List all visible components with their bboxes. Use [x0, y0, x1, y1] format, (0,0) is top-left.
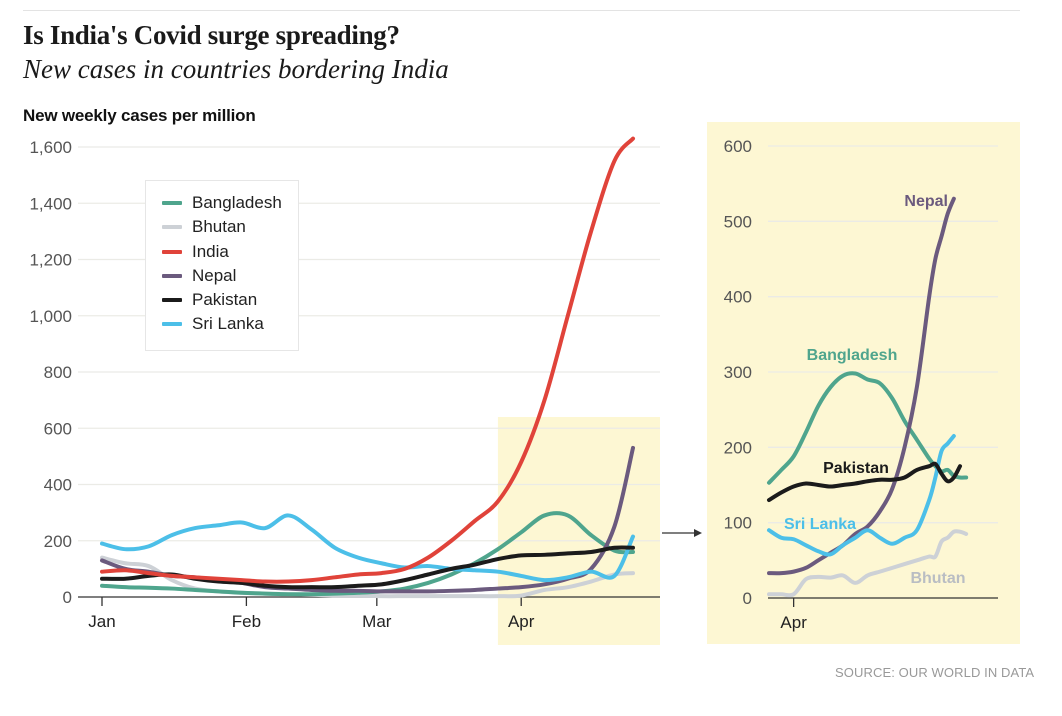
legend-swatch	[162, 322, 182, 326]
inset-y-ticks: 0 100 200 300 400 500 600	[724, 137, 752, 608]
legend-swatch	[162, 274, 182, 278]
chart-subtitle: New cases in countries bordering India	[23, 54, 449, 84]
y-tick-label: 1,000	[29, 307, 72, 326]
y-tick-label: 500	[724, 212, 752, 231]
inset-series-lines	[767, 196, 969, 598]
series-line-sri-lanka	[767, 434, 956, 557]
y-tick-label: 400	[724, 288, 752, 307]
main-x-axis: Jan Feb Mar Apr	[78, 596, 660, 631]
legend-item-nepal: Nepal	[162, 265, 236, 287]
y-tick-label: 600	[724, 137, 752, 156]
series-line-bangladesh	[767, 371, 969, 485]
legend-item-india: India	[162, 241, 229, 263]
series-line-india	[100, 136, 635, 584]
series-line-nepal	[767, 196, 956, 576]
y-axis-label: New weekly cases per million	[23, 106, 256, 125]
legend-label: Pakistan	[192, 290, 258, 309]
arrow-head-icon	[694, 529, 702, 537]
inset-label-sri-lanka: Sri Lanka	[784, 516, 856, 533]
y-tick-label: 100	[724, 514, 752, 533]
y-tick-label: 0	[63, 588, 72, 607]
y-tick-label: 0	[743, 589, 752, 608]
legend-label: Nepal	[192, 266, 237, 285]
chart-title: Is India's Covid surge spreading?	[23, 20, 400, 50]
inset-gridlines	[768, 145, 998, 524]
x-tick-label: Mar	[362, 612, 392, 631]
x-tick-label: Apr	[780, 613, 807, 632]
main-gridlines	[78, 146, 660, 542]
legend-swatch	[162, 201, 182, 205]
series-line-bhutan	[767, 529, 969, 598]
y-tick-label: 800	[44, 363, 72, 382]
legend-swatch	[162, 250, 182, 254]
legend-label: Bangladesh	[192, 193, 282, 212]
legend-item-bhutan: Bhutan	[162, 216, 246, 238]
y-tick-label: 1,200	[29, 251, 72, 270]
main-series-lines	[100, 136, 635, 599]
legend-swatch	[162, 298, 182, 302]
y-tick-label: 600	[44, 419, 72, 438]
main-y-ticks: 0 200 400 600 800 1,000 1,200 1,400 1,600	[29, 138, 72, 607]
x-tick-label: Jan	[88, 612, 115, 631]
y-tick-label: 300	[724, 363, 752, 382]
legend-swatch	[162, 225, 182, 229]
y-tick-label: 1,400	[29, 194, 72, 213]
inset-panel-background	[707, 122, 1020, 644]
legend-item-pakistan: Pakistan	[162, 289, 257, 311]
inset-direct-labels: Nepal Bangladesh Pakistan Sri Lanka Bhutan	[784, 193, 966, 587]
legend-item-bangladesh: Bangladesh	[162, 192, 282, 214]
x-tick-label: Apr	[508, 612, 535, 631]
inset-x-axis: Apr	[768, 597, 998, 632]
inset-label-nepal: Nepal	[904, 193, 948, 210]
x-tick-label: Feb	[232, 612, 261, 631]
y-tick-label: 400	[44, 476, 72, 495]
legend-label: Sri Lanka	[192, 314, 264, 333]
y-tick-label: 200	[44, 532, 72, 551]
inset-label-pakistan: Pakistan	[823, 460, 889, 477]
legend-label: India	[192, 242, 229, 261]
y-tick-label: 1,600	[29, 138, 72, 157]
legend-label: Bhutan	[192, 217, 246, 236]
inset-label-bhutan: Bhutan	[910, 570, 965, 587]
series-line-sri-lanka	[100, 513, 635, 583]
series-line-pakistan	[767, 461, 962, 503]
top-divider	[23, 10, 1020, 11]
y-tick-label: 200	[724, 438, 752, 457]
legend-item-sri-lanka: Sri Lanka	[162, 313, 264, 335]
inset-label-bangladesh: Bangladesh	[807, 347, 898, 364]
legend: Bangladesh Bhutan India Nepal Pakistan S…	[145, 180, 299, 351]
source-note: SOURCE: OUR WORLD IN DATA	[835, 665, 1035, 680]
